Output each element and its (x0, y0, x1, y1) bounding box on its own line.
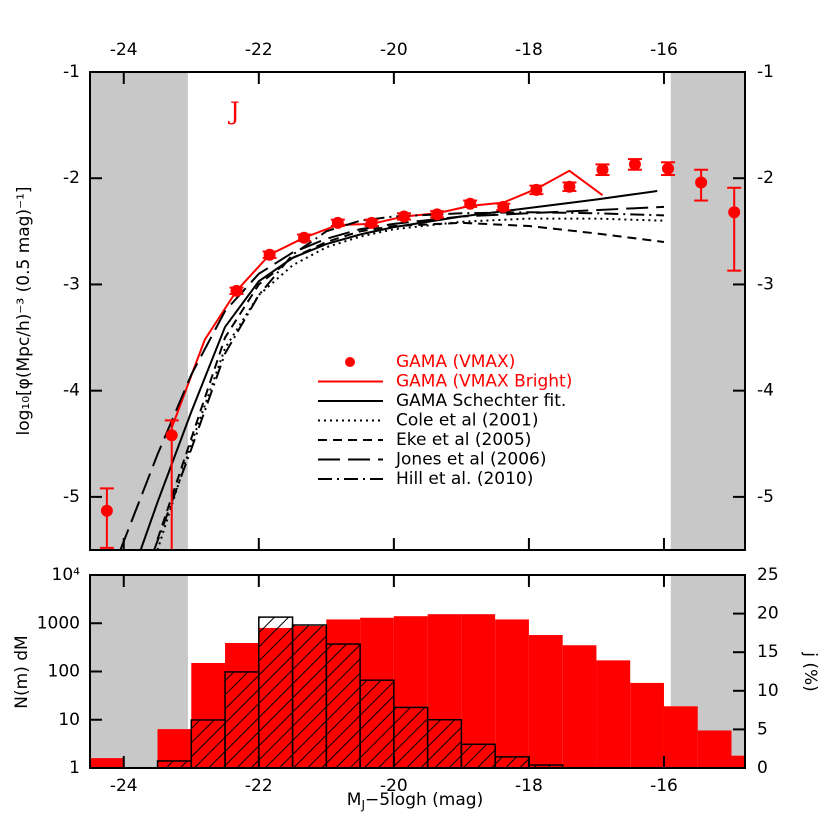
data-point (695, 176, 708, 189)
data-point (530, 183, 543, 196)
data-point (596, 163, 609, 176)
data-point (662, 162, 675, 175)
data-point (497, 200, 510, 213)
x-tick-label: -16 (650, 40, 678, 60)
y-tick-label: -3 (757, 274, 774, 294)
y-tick-label: 10⁴ (52, 565, 81, 585)
y-tick-label: 1 (69, 758, 80, 778)
y2-tick-label: 5 (757, 719, 768, 739)
excluded-region (670, 72, 745, 550)
x-tick-label: -24 (110, 40, 138, 60)
histogram-bar (224, 671, 260, 768)
histogram-bar (731, 755, 745, 768)
histogram-bar (528, 635, 563, 768)
x-label-sub: J (360, 798, 365, 812)
histogram-bar (630, 682, 664, 768)
y-tick-label: -3 (63, 274, 80, 294)
histogram-bar (461, 614, 496, 768)
legend-symbol (345, 357, 355, 367)
plot-area (90, 72, 745, 550)
histogram-bar (393, 706, 429, 768)
data-point (331, 216, 344, 229)
y2-axis-label: j (%) (800, 651, 820, 692)
histogram-bar (190, 719, 226, 768)
histogram-bar (460, 743, 496, 768)
histogram-bar (494, 756, 530, 768)
y2-tick-label: 15 (757, 642, 779, 662)
x-tick-label: -18 (515, 40, 543, 60)
x-label-rest: −5logh (mag) (365, 790, 483, 810)
y-tick-label: 1000 (37, 613, 80, 633)
model-line (139, 189, 658, 550)
excluded-region (90, 72, 188, 550)
panel-annotation: J (227, 98, 240, 126)
x-label-main: M (347, 790, 362, 810)
y-tick-label: -5 (63, 487, 80, 507)
histogram-bar (359, 679, 395, 768)
data-point (628, 158, 641, 171)
legend-label: GAMA Schechter fit. (396, 391, 566, 411)
y-axis-label: log₁₀[φ(Mpc/h)⁻³ (0.5 mag)⁻¹] (14, 186, 34, 435)
data-point (263, 248, 276, 261)
x-axis-label: MJ−5logh (mag) (347, 790, 483, 812)
data-point (165, 429, 178, 442)
x-tick-label: -22 (245, 40, 273, 60)
data-point (397, 210, 410, 223)
y-tick-label: -1 (757, 62, 774, 82)
plot-frame (89, 71, 746, 551)
x-tick-label: -20 (380, 776, 408, 796)
data-point (298, 231, 311, 244)
y2-tick-label: 25 (757, 565, 779, 585)
legend-label: Hill et al. (2010) (396, 469, 533, 489)
model-line (156, 221, 665, 540)
model-line (119, 205, 665, 550)
histogram-bar (663, 706, 698, 768)
y-axis-label: N(m) dM (12, 635, 32, 708)
y2-tick-label: 0 (757, 758, 768, 778)
histogram-bar (697, 730, 732, 768)
y-tick-label: -5 (757, 487, 774, 507)
y2-tick-label: 20 (757, 604, 779, 624)
x-tick-label: -22 (245, 776, 273, 796)
data-point (728, 206, 741, 219)
histogram-bar (596, 660, 631, 768)
histogram-bar (291, 624, 328, 768)
histogram-bar (495, 619, 529, 768)
y-tick-label: 100 (48, 662, 80, 682)
histogram-bar (325, 643, 361, 768)
histogram-bar (90, 758, 124, 768)
y-tick-label: 10 (58, 710, 80, 730)
y-tick-label: -4 (757, 381, 774, 401)
legend-label: Jones et al (2006) (395, 450, 547, 470)
histogram-bar (156, 760, 193, 768)
data-point (464, 197, 477, 210)
y-tick-label: -1 (63, 62, 80, 82)
y2-tick-label: 10 (757, 681, 779, 701)
histogram-bar (562, 645, 597, 768)
histogram-bar (426, 719, 463, 768)
plot-area (90, 575, 745, 768)
legend-label: GAMA (VMAX) (396, 352, 515, 372)
x-tick-label: -20 (380, 40, 408, 60)
y-tick-label: -2 (63, 168, 80, 188)
histogram-bar (258, 616, 294, 768)
x-tick-label: -24 (110, 776, 138, 796)
y-tick-label: -2 (757, 168, 774, 188)
y-tick-label: -4 (63, 381, 80, 401)
data-point (100, 504, 113, 517)
model-line (153, 211, 665, 550)
data-point (230, 284, 243, 297)
data-point (563, 180, 576, 193)
legend-label: GAMA (VMAX Bright) (396, 372, 572, 392)
legend-label: Cole et al (2001) (396, 411, 538, 431)
x-tick-label: -16 (650, 776, 678, 796)
legend-label: Eke et al (2005) (396, 430, 531, 450)
x-tick-label: -18 (515, 776, 543, 796)
data-point (431, 208, 444, 221)
data-point (365, 216, 378, 229)
